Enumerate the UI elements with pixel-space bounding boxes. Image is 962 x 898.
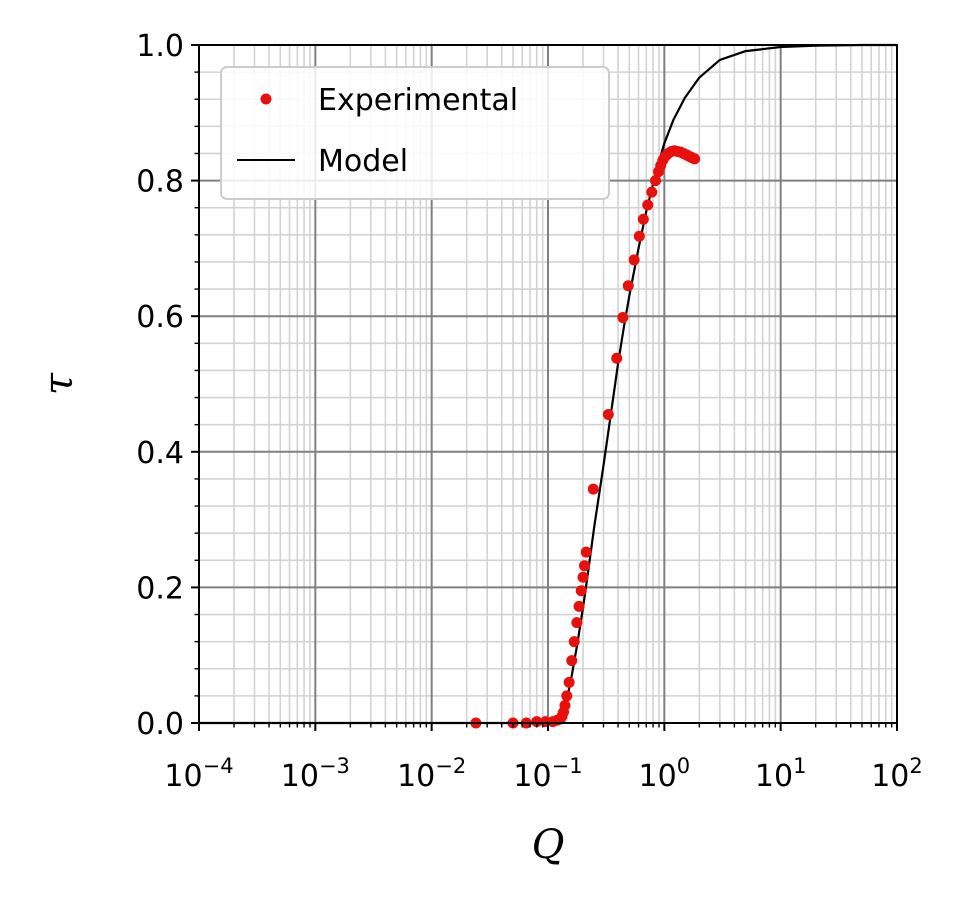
x-tick-label: 10−1 <box>513 754 582 794</box>
experimental-point <box>563 676 575 688</box>
y-tick-label: 0.0 <box>136 707 184 742</box>
y-axis-label: τ <box>36 372 82 395</box>
y-tick-label: 0.8 <box>136 165 184 200</box>
x-tick-labels: 10−4 10−3 10−2 10−1 100 101 102 <box>164 754 922 794</box>
legend-experimental-marker <box>260 93 272 105</box>
experimental-series <box>470 145 701 729</box>
x-tick-label-exponent: 1 <box>793 754 806 778</box>
experimental-point <box>575 585 587 597</box>
x-tick-label-base: 10 <box>397 759 435 794</box>
x-tick-label-exponent: −3 <box>319 754 350 778</box>
legend: Experimental Model <box>220 66 610 200</box>
x-tick-label: 10−4 <box>164 754 233 794</box>
x-tick-label: 100 <box>639 754 691 794</box>
x-tick-label-base: 10 <box>513 759 551 794</box>
x-axis-label: Q <box>532 822 565 868</box>
axis-ticks <box>191 44 898 731</box>
experimental-point <box>566 655 578 667</box>
y-tick-label: 1.0 <box>136 29 184 64</box>
x-tick-label-base: 10 <box>755 759 793 794</box>
experimental-point <box>571 617 583 629</box>
experimental-point <box>642 199 654 211</box>
x-tick-label: 102 <box>871 754 923 794</box>
x-tick-label: 10−3 <box>281 754 350 794</box>
x-tick-label-base: 10 <box>639 759 677 794</box>
legend-experimental-label: Experimental <box>318 83 518 118</box>
x-tick-label-exponent: −2 <box>435 754 466 778</box>
x-tick-label-base: 10 <box>164 759 202 794</box>
experimental-point <box>628 254 640 266</box>
experimental-point <box>587 483 599 495</box>
experimental-point <box>646 186 658 198</box>
x-tick-label-exponent: −1 <box>552 754 583 778</box>
experimental-point <box>637 213 649 225</box>
legend-box <box>220 66 610 200</box>
x-tick-label-base: 10 <box>871 759 909 794</box>
y-tick-label: 0.4 <box>136 436 184 471</box>
experimental-point <box>559 699 571 711</box>
experimental-point <box>611 352 623 364</box>
experimental-point <box>573 600 585 612</box>
x-tick-label: 10−2 <box>397 754 466 794</box>
experimental-point <box>633 230 645 242</box>
experimental-point <box>577 571 589 583</box>
y-tick-labels: 0.0 0.2 0.4 0.6 0.8 1.0 <box>136 29 184 742</box>
experimental-point <box>617 312 629 324</box>
y-tick-label: 0.6 <box>136 300 184 335</box>
x-tick-label-base: 10 <box>281 759 319 794</box>
experimental-point <box>650 175 662 187</box>
experimental-point <box>602 409 614 421</box>
y-tick-label: 0.2 <box>136 571 184 606</box>
experimental-point <box>568 636 580 648</box>
experimental-point <box>622 280 634 292</box>
experimental-point <box>689 153 701 165</box>
experimental-point <box>531 716 543 728</box>
experimental-point <box>580 546 592 558</box>
experimental-point <box>561 690 573 702</box>
x-tick-label-exponent: −4 <box>203 754 234 778</box>
x-tick-label: 101 <box>755 754 807 794</box>
experimental-point <box>579 560 591 572</box>
legend-model-label: Model <box>318 144 408 179</box>
x-tick-label-exponent: 2 <box>909 754 922 778</box>
x-tick-label-exponent: 0 <box>677 754 690 778</box>
